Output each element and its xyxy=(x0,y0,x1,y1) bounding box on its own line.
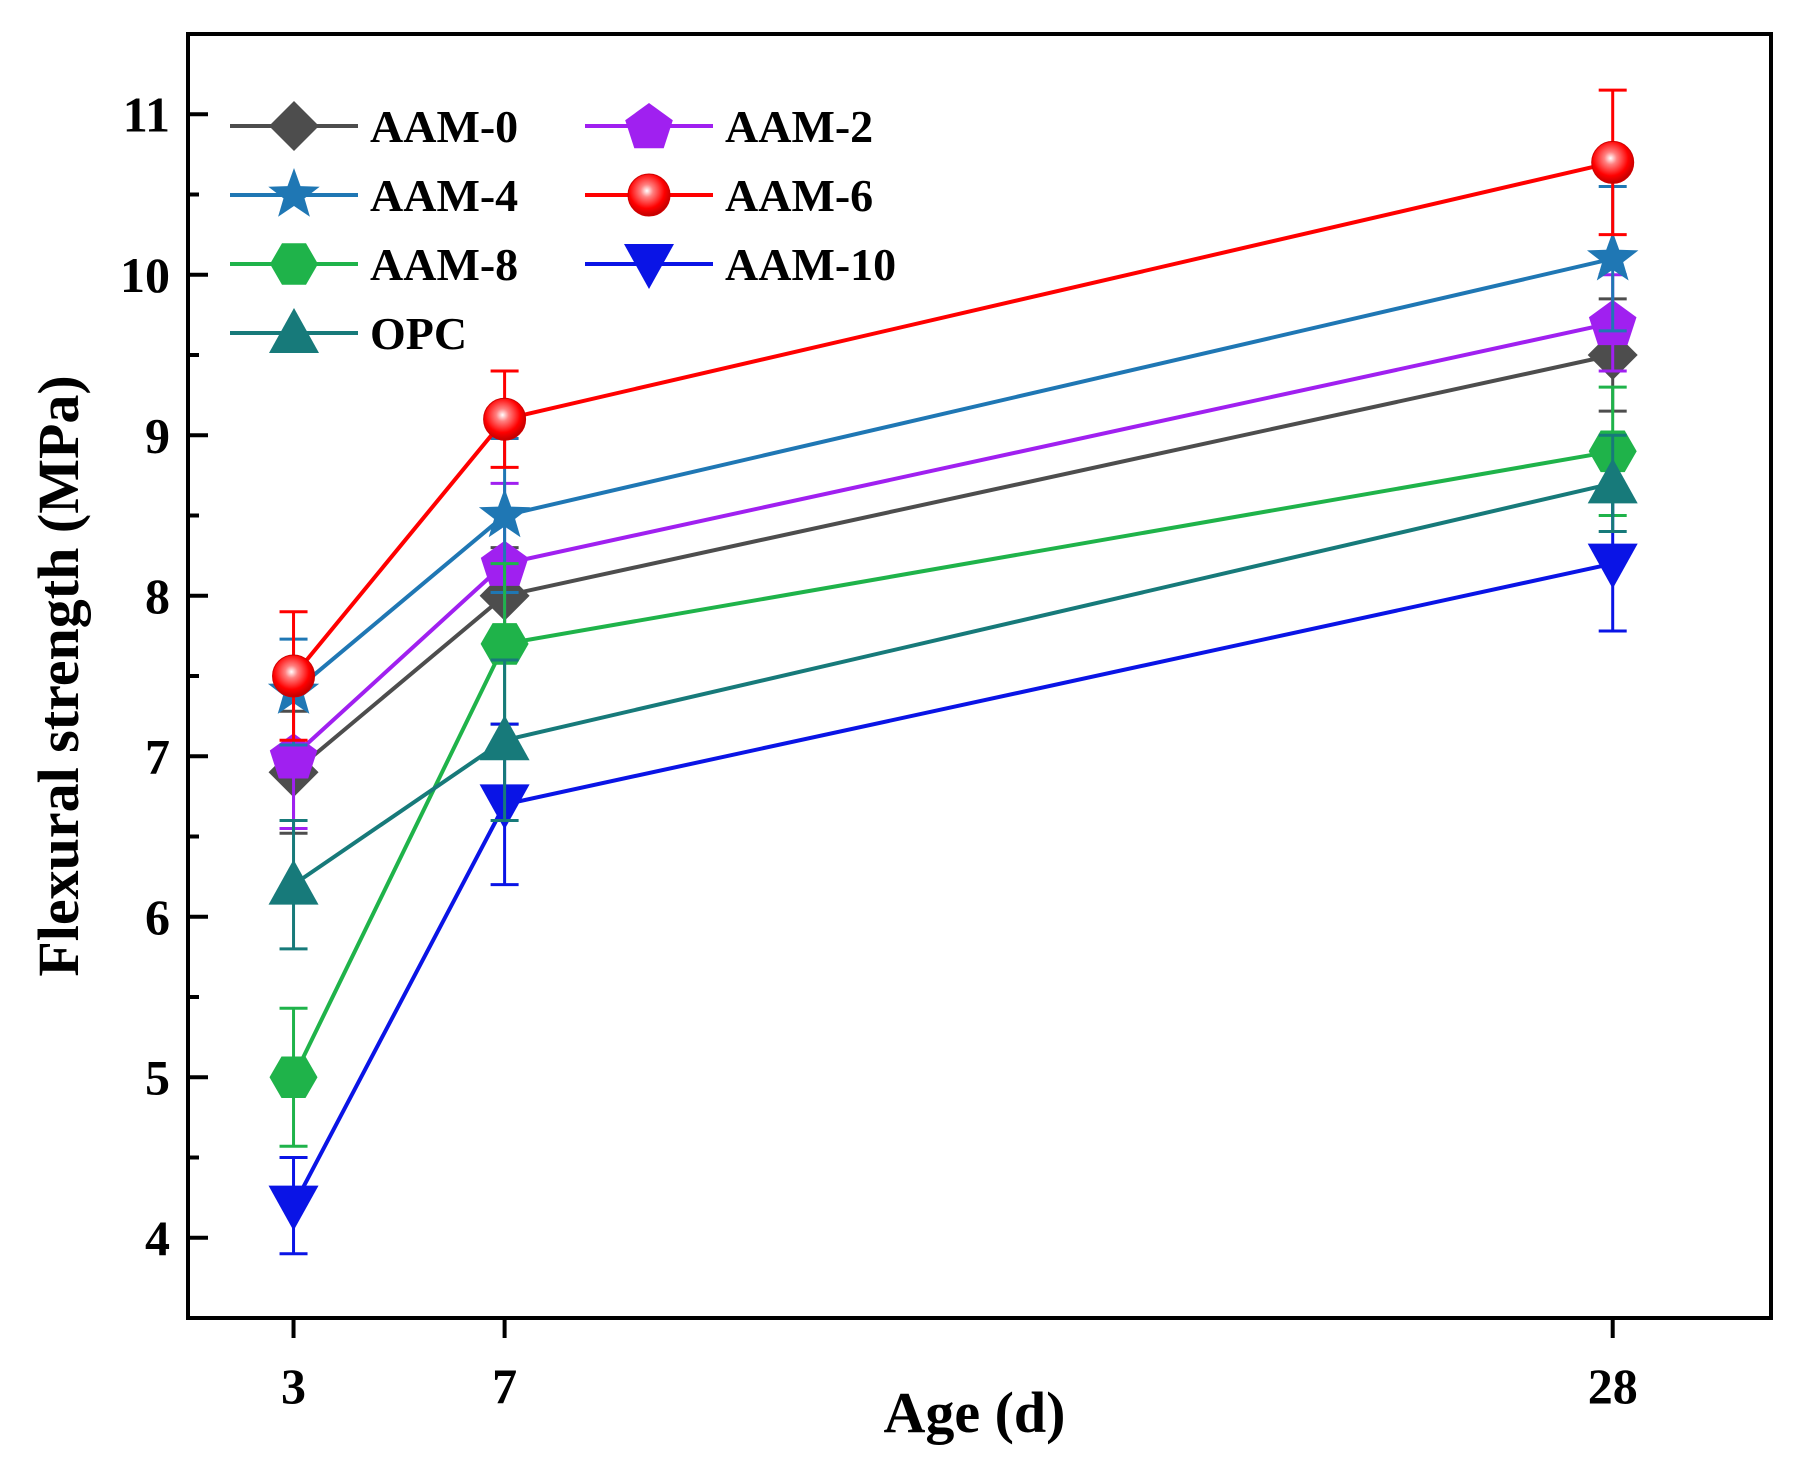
legend-label-opc: OPC xyxy=(370,308,467,359)
legend-label-aam-10: AAM-10 xyxy=(725,239,896,290)
legend-marker-aam-4 xyxy=(268,168,320,217)
y-tick-label: 10 xyxy=(120,247,170,303)
y-tick-label: 4 xyxy=(145,1210,170,1266)
legend-item-aam-4: AAM-4 xyxy=(230,168,518,221)
data-point-aam-10 xyxy=(1587,543,1638,589)
legend-item-aam-2: AAM-2 xyxy=(585,101,873,152)
legend-marker-aam-0 xyxy=(269,101,319,151)
y-tick-label: 8 xyxy=(145,568,170,624)
x-tick-label: 28 xyxy=(1588,1358,1638,1414)
data-point-aam-8 xyxy=(269,1056,318,1098)
x-tick-label: 3 xyxy=(281,1358,306,1414)
series-aam-10 xyxy=(268,494,1638,1256)
y-axis-title: Flexural strength (MPa) xyxy=(26,375,91,976)
y-tick-label: 7 xyxy=(145,728,170,784)
y-tick-label: 9 xyxy=(145,407,170,463)
data-point-aam-4 xyxy=(478,488,531,538)
plot-frame xyxy=(186,32,1773,1320)
data-point-opc xyxy=(479,715,530,761)
series-opc xyxy=(268,433,1638,951)
legend-marker-aam-6 xyxy=(627,173,671,217)
legend-marker-aam-2 xyxy=(625,103,673,149)
legend-item-aam-6: AAM-6 xyxy=(585,170,873,221)
legend-label-aam-6: AAM-6 xyxy=(725,170,873,221)
data-point-aam-6 xyxy=(483,397,527,441)
legend-item-opc: OPC xyxy=(230,308,467,359)
y-tick-label: 6 xyxy=(145,889,170,945)
legend-item-aam-10: AAM-10 xyxy=(585,239,896,290)
axes: 4 5 6 7 8 9 10 11 3 7 28 xyxy=(120,32,1773,1414)
x-axis-title: Age (d) xyxy=(883,1380,1065,1445)
series-aam-2 xyxy=(269,273,1637,830)
series-line-aam-8 xyxy=(291,449,1614,1079)
data-point-opc xyxy=(268,859,319,905)
legend-label-aam-0: AAM-0 xyxy=(370,101,518,152)
legend-item-aam-8: AAM-8 xyxy=(230,239,518,290)
y-tick-label: 11 xyxy=(123,86,170,142)
y-tick-label: 5 xyxy=(145,1049,170,1105)
series-line-opc xyxy=(292,481,1614,887)
legend-label-aam-8: AAM-8 xyxy=(370,239,518,290)
legend-marker-opc xyxy=(269,308,319,353)
data-point-aam-4 xyxy=(1587,231,1639,281)
series-line-aam-2 xyxy=(292,320,1614,758)
plot-area xyxy=(267,88,1639,1256)
legend-item-aam-0: AAM-0 xyxy=(230,101,518,152)
data-point-aam-8 xyxy=(480,623,529,665)
legend: AAM-0 AAM-2 AAM-4 AAM-6 AAM-8 AAM-10 OPC xyxy=(230,101,896,359)
series-aam-8 xyxy=(269,385,1637,1148)
data-point-aam-6 xyxy=(1591,140,1635,184)
legend-label-aam-2: AAM-2 xyxy=(725,101,873,152)
legend-label-aam-4: AAM-4 xyxy=(370,170,518,221)
x-tick-label: 7 xyxy=(492,1358,517,1414)
data-point-opc xyxy=(1587,458,1638,504)
legend-marker-aam-10 xyxy=(624,244,674,289)
data-point-aam-6 xyxy=(272,654,316,698)
legend-marker-aam-8 xyxy=(270,243,318,285)
data-point-aam-10 xyxy=(268,1185,319,1231)
series-aam-6 xyxy=(272,88,1635,742)
